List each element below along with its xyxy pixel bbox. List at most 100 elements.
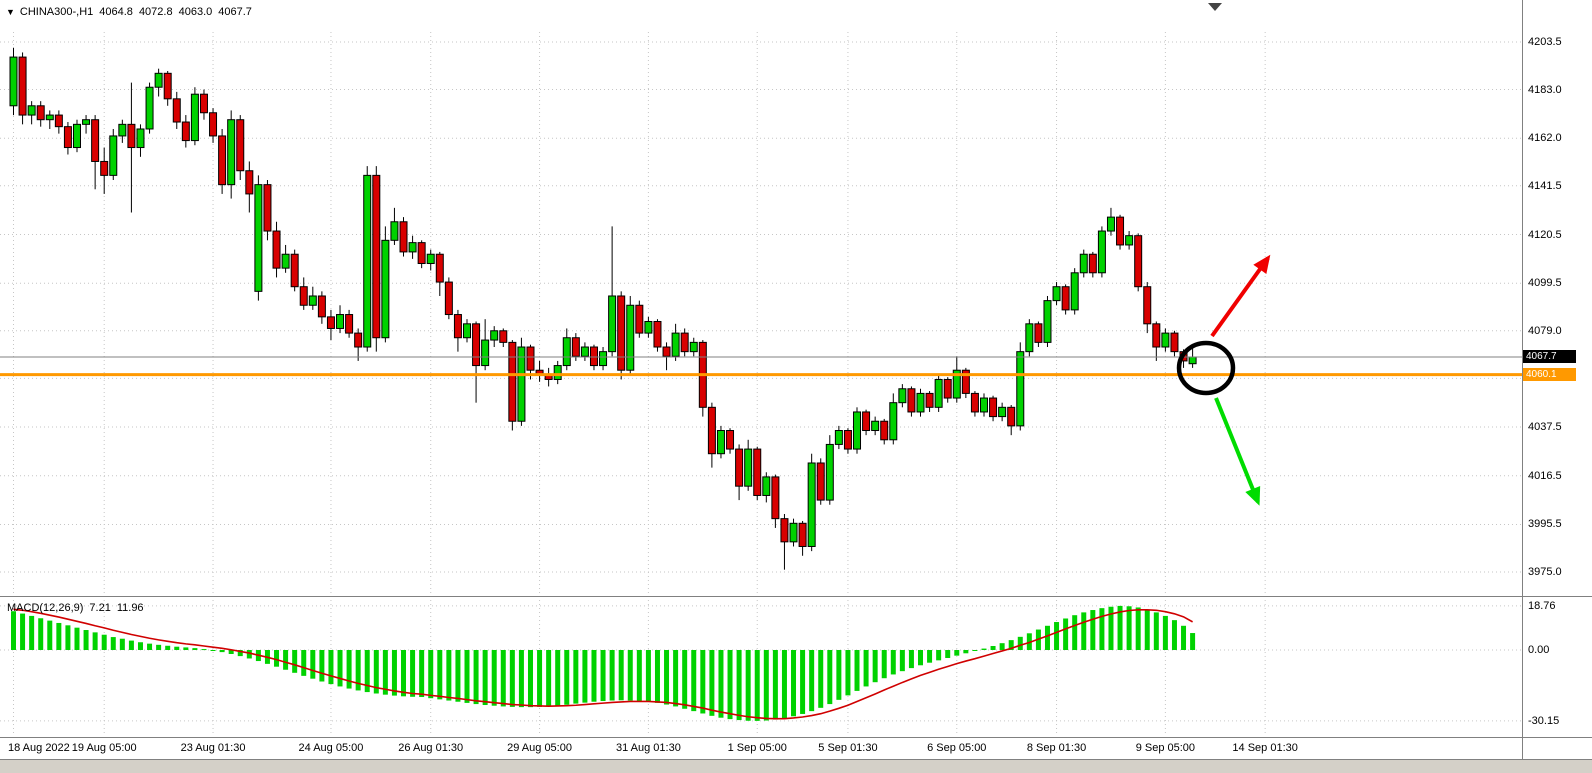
macd-bar (745, 650, 751, 721)
time-axis-label: 18 Aug 2022 (8, 742, 70, 754)
candle-bull (1097, 230, 1106, 274)
macd-bar (890, 650, 896, 675)
candle-bear (771, 476, 780, 520)
macd-axis-label: -30.15 (1528, 714, 1560, 727)
macd-bar (872, 650, 878, 683)
time-axis-label: 1 Sep 05:00 (727, 742, 787, 754)
symbol-dropdown-icon: ▼ (6, 7, 15, 17)
candle-bear (399, 221, 408, 253)
candle-bull (644, 320, 653, 334)
macd-bar (1044, 625, 1050, 650)
macd-bar (346, 650, 352, 689)
macd-bar (700, 650, 706, 714)
macd-bar (156, 644, 162, 650)
macd-bar (854, 650, 860, 691)
candle-bull (490, 330, 499, 341)
bid-price-badge: 4067.7 (1523, 349, 1576, 363)
candle-bear (435, 253, 444, 283)
candle-bull (1016, 351, 1025, 427)
candle-bull (426, 253, 435, 265)
down-arrow-annotation[interactable] (1214, 397, 1261, 506)
macd-bar (419, 650, 425, 698)
candle-bear (1034, 323, 1043, 343)
candle-bear (907, 388, 916, 413)
macd-bar (936, 650, 942, 661)
candle-bull (744, 448, 753, 487)
time-axis-label: 29 Aug 05:00 (507, 742, 572, 754)
candle-bear (780, 518, 789, 543)
candle-bull (190, 93, 199, 142)
macd-bar (283, 650, 289, 670)
candle-bear (943, 378, 952, 399)
candle-bull (889, 402, 898, 441)
candle-bear (54, 114, 63, 128)
candle-bear (209, 112, 218, 137)
candle-bull (1043, 300, 1052, 343)
macd-bar (110, 637, 116, 650)
price-axis-label: 4120.5 (1528, 228, 1562, 241)
macd-bar (618, 650, 624, 701)
macd-bar (391, 650, 397, 696)
chart-header: ▼ CHINA300-,H1 4064.8 4072.8 4063.0 4067… (6, 6, 252, 18)
macd-bar (727, 650, 733, 720)
macd-signal-line (13, 608, 1193, 720)
candle-bull (72, 123, 81, 149)
macd-bar (827, 650, 833, 705)
candle-bull (979, 397, 988, 413)
up-arrow-annotation[interactable] (1210, 254, 1271, 338)
candle-bear (181, 121, 190, 142)
candle-bear (499, 330, 508, 343)
circle-annotation[interactable] (1176, 340, 1236, 396)
macd-bar (509, 650, 515, 707)
macd-bar (1126, 606, 1132, 650)
time-axis-label: 19 Aug 05:00 (71, 742, 137, 754)
macd-bar (809, 650, 815, 712)
candle-bull (599, 351, 608, 367)
candle-bear (345, 314, 354, 334)
candle-bear (662, 346, 671, 357)
macd-bar (437, 650, 443, 700)
macd-bar (92, 632, 98, 650)
macd-bar (373, 650, 379, 694)
candle-bear (444, 281, 453, 316)
macd-bar (818, 650, 824, 708)
candle-bull (154, 72, 163, 88)
macd-bar (1054, 622, 1060, 650)
candle-bull (227, 119, 236, 186)
macd-bar (1081, 612, 1087, 650)
macd-bar (210, 650, 216, 651)
price-axis-label: 3995.5 (1528, 518, 1562, 531)
candle-bull (1070, 272, 1079, 311)
candle-bear (317, 295, 326, 318)
time-axis-label: 23 Aug 01:30 (180, 742, 246, 754)
macd-axis-label: 18.76 (1528, 599, 1556, 612)
candle-bear (635, 304, 644, 334)
time-axis-label: 9 Sep 05:00 (1135, 742, 1196, 754)
price-axis-label: 4016.5 (1528, 469, 1562, 482)
macd-bar (1108, 606, 1114, 650)
candle-bear (245, 170, 254, 195)
candle-bull (390, 221, 399, 241)
time-axis-label: 24 Aug 05:00 (298, 742, 364, 754)
macd-bar (682, 650, 688, 709)
price-axis-label: 4037.5 (1528, 421, 1562, 434)
candle-bull (553, 365, 562, 380)
candle-bull (363, 174, 372, 348)
price-axis-label: 4141.5 (1528, 179, 1562, 192)
macd-bar (174, 646, 180, 650)
candle-bear (753, 448, 762, 496)
candle-bear (880, 420, 889, 441)
macd-bar (1063, 618, 1069, 650)
macd-bar (945, 650, 951, 658)
price-axis-label: 4162.0 (1528, 132, 1562, 145)
macd-bar (718, 650, 724, 718)
candle-bear (589, 346, 598, 367)
macd-bar (927, 650, 933, 663)
candle-bull (408, 242, 417, 253)
macd-bar (673, 650, 679, 707)
candle-bear (571, 337, 580, 357)
macd-bar (1072, 615, 1078, 650)
macd-bar (20, 613, 26, 650)
candle-bear (862, 411, 871, 432)
